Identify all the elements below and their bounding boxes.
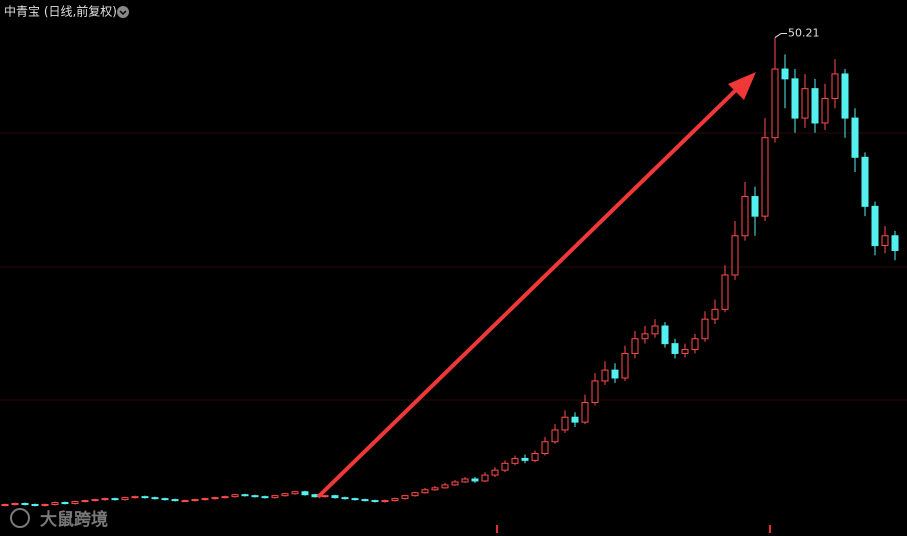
candle-body — [421, 489, 429, 494]
candle-body — [461, 478, 469, 483]
candle-body — [691, 338, 699, 351]
candle-body — [201, 498, 209, 501]
watermark: 大鼠跨境 — [10, 508, 108, 530]
candle-body — [761, 137, 769, 217]
candle-body — [611, 369, 619, 379]
candle-body — [481, 474, 489, 482]
candle-body — [751, 196, 759, 217]
candle-body — [561, 416, 569, 431]
candle-body — [251, 495, 259, 498]
candle-body — [91, 499, 99, 502]
candle-body — [741, 196, 749, 237]
candle-body — [1, 504, 9, 506]
peak-label: 50.21 — [788, 27, 820, 40]
candle-body — [701, 318, 709, 340]
candle-body — [711, 308, 719, 320]
candle-body — [451, 481, 459, 486]
candle-body — [121, 497, 129, 501]
candle-body — [361, 499, 369, 502]
candle-body — [281, 493, 289, 497]
candle-body — [261, 496, 269, 499]
candle-body — [301, 491, 309, 496]
candle-body — [41, 504, 49, 506]
candle-body — [771, 68, 779, 139]
candle-body — [521, 457, 529, 461]
candle-body — [221, 496, 229, 499]
candle-body — [851, 117, 859, 158]
candle-body — [821, 97, 829, 124]
candle-body — [881, 235, 889, 247]
candle-body — [271, 495, 279, 499]
candle-body — [871, 205, 879, 247]
candle-body — [551, 429, 559, 443]
candle-body — [131, 496, 139, 499]
candle-body — [831, 73, 839, 99]
candle-body — [21, 503, 29, 506]
candle-body — [631, 338, 639, 354]
candle-body — [181, 500, 189, 503]
candle-body — [781, 68, 789, 80]
candle-body — [331, 495, 339, 499]
candle-body — [581, 402, 589, 423]
dropdown-button[interactable] — [117, 6, 129, 18]
candle-body — [71, 501, 79, 505]
chart-title: 中青宝 (日线,前复权) — [4, 4, 117, 19]
candle-body — [641, 333, 649, 340]
candle-body — [471, 478, 479, 482]
candle-body — [241, 494, 249, 497]
candle-body — [141, 496, 149, 499]
candle-body — [151, 497, 159, 500]
candle-body — [101, 498, 109, 501]
candle-body — [511, 457, 519, 464]
candle-body — [541, 441, 549, 455]
candle-body — [681, 349, 689, 354]
candle-body — [571, 416, 579, 423]
candle-body — [351, 498, 359, 501]
candle-body — [81, 500, 89, 503]
candle-body — [191, 499, 199, 502]
candle-body — [671, 343, 679, 354]
candle-body — [791, 78, 799, 119]
candle-body — [171, 499, 179, 502]
candle-body — [441, 484, 449, 489]
peak-pointer — [774, 33, 787, 38]
candle-body — [811, 88, 819, 124]
candle-body — [651, 325, 659, 335]
candle-body — [371, 500, 379, 503]
candle-body — [661, 325, 669, 345]
candle-body — [721, 274, 729, 310]
candle-body — [591, 380, 599, 403]
candle-body — [621, 352, 629, 379]
candle-body — [531, 453, 539, 461]
candle-body — [231, 494, 239, 498]
candle-body — [51, 502, 59, 505]
candle-body — [491, 469, 499, 476]
candle-body — [31, 504, 39, 506]
watermark-text: 大鼠跨境 — [40, 509, 108, 530]
candle-body — [381, 500, 389, 503]
candle-body — [861, 156, 869, 207]
candle-body — [111, 498, 119, 501]
candle-body — [291, 491, 299, 495]
trend-arrow — [316, 72, 756, 499]
candle-body — [211, 497, 219, 500]
event-marker — [496, 525, 771, 533]
candle-body — [401, 495, 409, 500]
candle-body — [431, 487, 439, 491]
candle-body — [161, 498, 169, 501]
candle-body — [731, 235, 739, 276]
candle-body — [391, 498, 399, 502]
candle-body — [341, 497, 349, 500]
candle-body — [411, 492, 419, 497]
candle-body — [891, 235, 899, 251]
candle-body — [61, 502, 69, 505]
candle-body — [841, 73, 849, 119]
candle-body — [501, 462, 509, 471]
candle-body — [11, 503, 19, 506]
candle-body — [801, 88, 809, 119]
candle-body — [601, 369, 609, 382]
candle-body — [321, 495, 329, 498]
